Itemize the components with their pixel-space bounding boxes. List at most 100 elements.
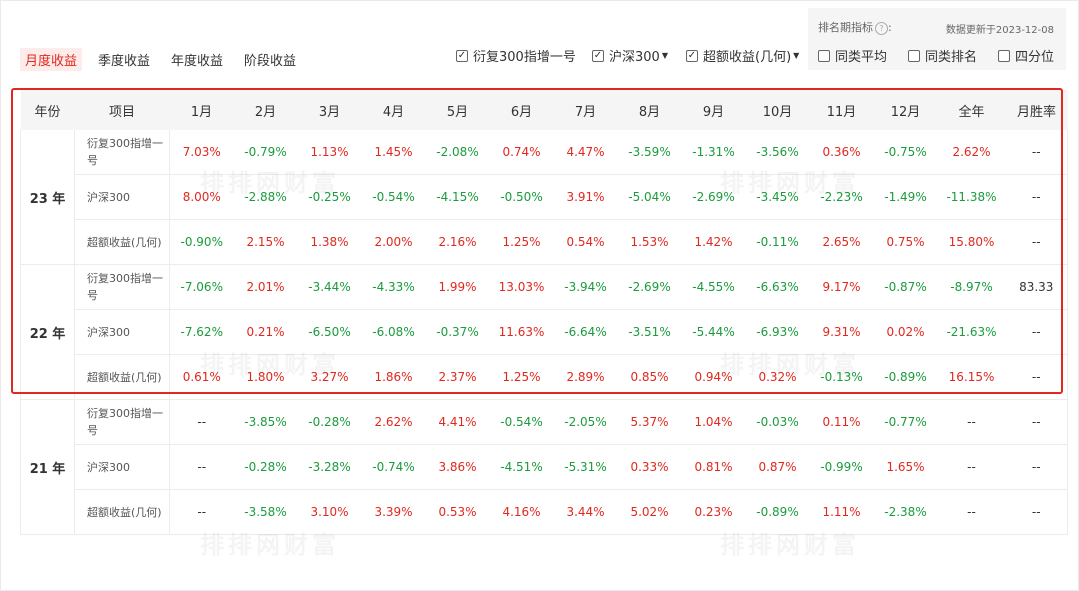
value-cell: 11.63% — [489, 309, 554, 355]
value-cell: -5.04% — [617, 174, 682, 220]
value-cell: -- — [1005, 399, 1068, 445]
value-cell: -7.06% — [169, 264, 234, 310]
value-cell: -0.11% — [745, 219, 810, 265]
value-cell: -4.15% — [425, 174, 490, 220]
option-peer-rank[interactable]: 同类排名 — [908, 46, 977, 65]
option-peer-average[interactable]: 同类平均 — [818, 46, 887, 65]
value-cell: -7.62% — [169, 309, 234, 355]
column-header: 全年 — [937, 90, 1006, 130]
value-cell: -2.38% — [873, 489, 938, 535]
tab-period[interactable]: 阶段收益 — [244, 54, 297, 69]
ranking-label-text: 排名期指标 — [818, 21, 873, 34]
ranking-label: 排名期指标?: — [818, 19, 892, 35]
column-header: 8月 — [617, 90, 682, 130]
value-cell: -3.56% — [745, 130, 810, 175]
period-tabs: 月度收益 季度收益 年度收益 阶段收益 — [20, 48, 312, 71]
tab-quarterly[interactable]: 季度收益 — [98, 54, 151, 69]
table-header-row: 年份 项目 1月 2月 3月 4月 5月 6月 7月 8月 9月 10月 11月 12月 全年 月胜率 — [20, 90, 1068, 130]
caret-down-icon[interactable]: ▼ — [793, 51, 800, 60]
series-name-cell: 衍复300指增一号 — [74, 130, 170, 175]
value-cell: 9.31% — [809, 309, 874, 355]
value-cell: -0.28% — [297, 399, 362, 445]
value-cell: 1.11% — [809, 489, 874, 535]
value-cell: -2.08% — [425, 130, 490, 175]
value-cell: -- — [1005, 130, 1068, 175]
value-cell: 0.53% — [425, 489, 490, 535]
series-name-cell: 沪深300 — [74, 444, 170, 490]
value-cell: 1.25% — [489, 354, 554, 400]
value-cell: -- — [937, 399, 1006, 445]
value-cell: 0.36% — [809, 130, 874, 175]
value-cell: 8.00% — [169, 174, 234, 220]
column-header: 11月 — [809, 90, 874, 130]
column-header: 12月 — [873, 90, 938, 130]
value-cell: 2.01% — [233, 264, 298, 310]
checkbox-checked-icon[interactable]: ✓ — [592, 49, 604, 62]
option-csi300[interactable]: ✓ 沪深300 ▼ — [592, 46, 668, 65]
option-fund[interactable]: ✓ 衍复300指增一号 — [456, 46, 576, 65]
value-cell: 4.16% — [489, 489, 554, 535]
value-cell: -6.63% — [745, 264, 810, 310]
monthly-returns-table: 年份 项目 1月 2月 3月 4月 5月 6月 7月 8月 9月 10月 11月 12月 全年 月胜率 23 … — [20, 90, 1068, 535]
tab-yearly[interactable]: 年度收益 — [171, 54, 224, 69]
table-row: 22 年衍复300指增一号 -7.06% 2.01% -3.44% -4.33% 1.99… — [20, 264, 1068, 400]
value-cell: 1.25% — [489, 219, 554, 265]
value-cell: -2.69% — [617, 264, 682, 310]
value-cell: 0.87% — [745, 444, 810, 490]
caret-down-icon[interactable]: ▼ — [661, 51, 668, 60]
year-cell: 22 年 — [20, 264, 75, 400]
value-cell: 3.39% — [361, 489, 426, 535]
series-name-cell: 沪深300 — [74, 309, 170, 355]
column-header: 10月 — [745, 90, 810, 130]
value-cell: -0.77% — [873, 399, 938, 445]
value-cell: 3.86% — [425, 444, 490, 490]
value-cell: -3.85% — [233, 399, 298, 445]
year-cell: 21 年 — [20, 399, 75, 535]
checkbox-checked-icon[interactable]: ✓ — [456, 49, 468, 62]
value-cell: -1.49% — [873, 174, 938, 220]
value-cell: -0.54% — [489, 399, 554, 445]
value-cell: 4.47% — [553, 130, 618, 175]
value-cell: -- — [937, 444, 1006, 490]
value-cell: -6.93% — [745, 309, 810, 355]
checkbox-checked-icon[interactable]: ✓ — [686, 49, 698, 62]
value-cell: -0.74% — [361, 444, 426, 490]
option-quartile[interactable]: 四分位 — [998, 46, 1054, 65]
value-cell: -- — [1005, 174, 1068, 220]
value-cell: 2.16% — [425, 219, 490, 265]
value-cell: 0.85% — [617, 354, 682, 400]
value-cell: -2.05% — [553, 399, 618, 445]
value-cell: -0.75% — [873, 130, 938, 175]
value-cell: -6.50% — [297, 309, 362, 355]
checkbox-unchecked-icon[interactable] — [908, 49, 920, 62]
column-header: 2月 — [233, 90, 298, 130]
value-cell: 0.11% — [809, 399, 874, 445]
value-cell: -0.28% — [233, 444, 298, 490]
value-cell: 0.23% — [681, 489, 746, 535]
value-cell: 0.75% — [873, 219, 938, 265]
value-cell: -1.31% — [681, 130, 746, 175]
value-cell: 0.74% — [489, 130, 554, 175]
value-cell: 0.02% — [873, 309, 938, 355]
value-cell: 15.80% — [937, 219, 1006, 265]
value-cell: 3.27% — [297, 354, 362, 400]
option-excess[interactable]: ✓ 超额收益(几何) ▼ — [686, 46, 799, 65]
column-header: 3月 — [297, 90, 362, 130]
value-cell: 2.89% — [553, 354, 618, 400]
value-cell: 1.86% — [361, 354, 426, 400]
value-cell: -3.94% — [553, 264, 618, 310]
table-row: 23 年衍复300指增一号 7.03% -0.79% 1.13% 1.45% -2.08%… — [20, 130, 1068, 265]
value-cell: -3.51% — [617, 309, 682, 355]
checkbox-unchecked-icon[interactable] — [998, 49, 1010, 62]
value-cell: 16.15% — [937, 354, 1006, 400]
tab-monthly[interactable]: 月度收益 — [20, 48, 83, 71]
help-icon[interactable]: ? — [875, 21, 888, 35]
value-cell: -6.08% — [361, 309, 426, 355]
value-cell: -2.69% — [681, 174, 746, 220]
value-cell: 5.37% — [617, 399, 682, 445]
column-header: 项目 — [74, 90, 170, 130]
value-cell: -- — [169, 489, 234, 535]
value-cell: 1.53% — [617, 219, 682, 265]
checkbox-unchecked-icon[interactable] — [818, 49, 830, 62]
value-cell: 2.15% — [233, 219, 298, 265]
